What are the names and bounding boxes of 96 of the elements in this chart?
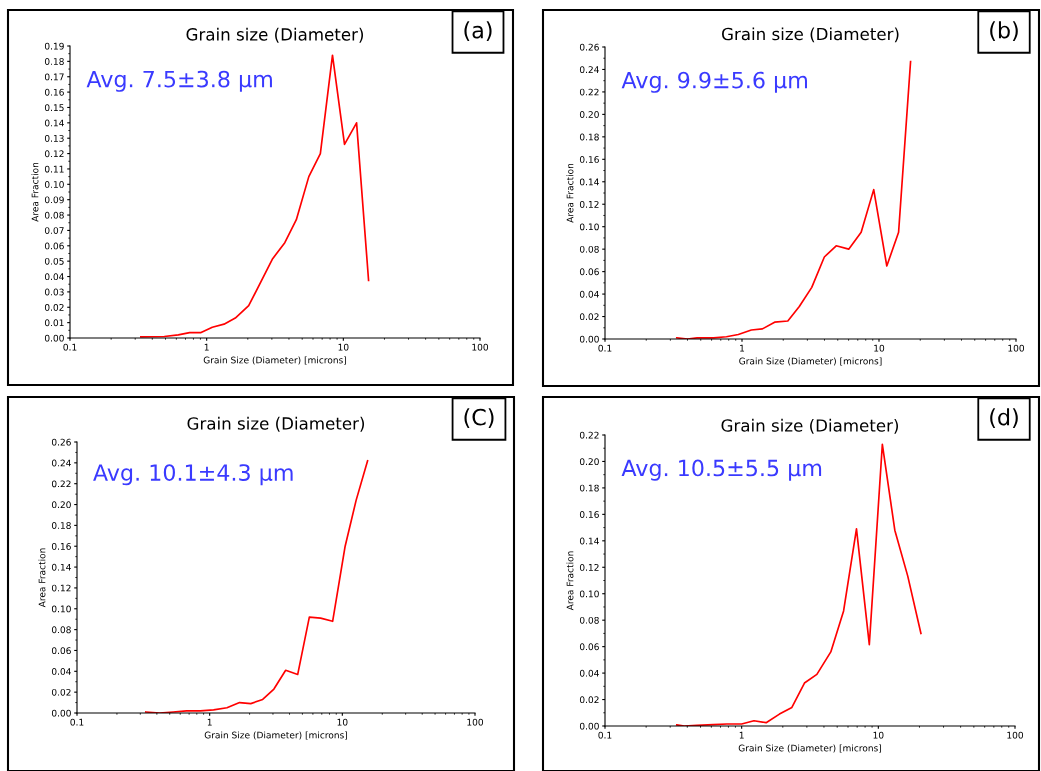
x-axis-title: Grain Size (Diameter) [microns]	[739, 357, 882, 366]
y-tick-label: 0.17	[44, 73, 64, 81]
x-tick-label: 0.1	[598, 731, 612, 739]
x-tick-label: 100	[1007, 731, 1024, 739]
y-tick-label: 0.06	[44, 242, 64, 250]
y-axis-title: Area Fraction	[566, 163, 574, 223]
y-tick-label: 0.02	[579, 696, 599, 704]
text: (a)	[464, 21, 492, 42]
y-tick-label: 0.08	[579, 245, 599, 253]
y-tick-label: 0.13	[44, 134, 64, 142]
y-tick-label: 0.26	[579, 43, 599, 51]
y-tick-label: 0.12	[579, 564, 599, 571]
y-tick-label: 0.06	[51, 647, 71, 655]
y-tick-label: 0.03	[44, 288, 64, 296]
y-tick-label: 0.04	[44, 273, 64, 281]
y-tick-label: 0.10	[579, 223, 599, 231]
annotation: Avg. 9.9±5.6 µm	[621, 71, 807, 93]
x-axis-title: Grain Size (Diameter) [microns]	[738, 744, 882, 753]
text: (b)	[990, 21, 1018, 42]
x-tick-label: 10	[337, 718, 348, 726]
y-tick-label: 0.01	[44, 319, 64, 327]
y-tick-label: 0.20	[51, 501, 71, 509]
y-tick-label: 0.15	[44, 104, 64, 112]
y-tick-label: 0.20	[579, 111, 599, 118]
y-tick-label: 0.16	[51, 542, 71, 550]
y-tick-label: 0.16	[579, 156, 599, 163]
y-tick-label: 0.18	[579, 133, 599, 141]
y-tick-label: 0.00	[51, 709, 71, 717]
y-tick-label: 0.14	[579, 537, 599, 545]
y-tick-label: 0.22	[51, 480, 71, 488]
y-tick-label: 0.14	[44, 119, 64, 127]
y-tick-label: 0.12	[44, 150, 64, 158]
y-tick-label: 0.06	[579, 268, 599, 276]
y-tick-label: 0.22	[579, 431, 599, 439]
x-tick-label: 10	[874, 344, 885, 352]
x-tick-label: 100	[472, 343, 489, 351]
y-tick-label: 0.16	[44, 88, 64, 96]
y-tick-label: 0.08	[579, 616, 599, 624]
y-tick-label: 0.19	[44, 42, 64, 50]
y-tick-label: 0.04	[579, 669, 599, 677]
y-tick-label: 0.02	[44, 303, 64, 311]
x-axis-title: Grain Size (Diameter) [microns]	[204, 731, 348, 740]
y-tick-label: 0.16	[579, 511, 599, 518]
x-tick-label: 0.1	[63, 343, 77, 351]
y-tick-label: 0.10	[44, 181, 64, 188]
x-tick-label: 10	[873, 731, 884, 739]
y-axis-title: Area Fraction	[38, 548, 46, 608]
y-tick-label: 0.00	[579, 722, 599, 730]
text: (C)	[464, 408, 494, 429]
chart-title: Grain size (Diameter)	[187, 416, 365, 432]
y-tick-label: 0.14	[579, 178, 599, 186]
text: (d)	[990, 408, 1018, 429]
y-tick-label: 0.05	[44, 257, 64, 265]
y-tick-label: 0.10	[579, 590, 599, 598]
x-tick-label: 100	[467, 718, 484, 726]
annotation: Avg. 10.5±5.5 µm	[621, 459, 822, 481]
y-tick-label: 0.06	[579, 643, 599, 651]
x-tick-label: 0.1	[70, 718, 84, 726]
y-tick-label: 0.24	[579, 66, 599, 74]
y-tick-label: 0.18	[51, 522, 71, 529]
x-tick-label: 10	[338, 343, 349, 351]
x-tick-label: 1	[739, 731, 744, 739]
y-tick-label: 0.12	[51, 584, 71, 592]
y-tick-label: 0.22	[579, 88, 599, 96]
y-tick-label: 0.02	[579, 313, 599, 321]
y-tick-label: 0.11	[44, 165, 64, 173]
annotation: Avg. 7.5±3.8 µm	[86, 70, 272, 92]
y-tick-label: 0.00	[44, 334, 64, 342]
x-tick-label: 100	[1008, 344, 1025, 352]
y-tick-label: 0.08	[44, 211, 64, 219]
y-tick-label: 0.26	[51, 438, 71, 446]
x-axis-title: Grain Size (Diameter) [microns]	[203, 356, 347, 365]
x-tick-label: 1	[204, 343, 209, 351]
y-tick-label: 0.07	[44, 227, 64, 234]
chart-title: Grain size (Diameter)	[721, 27, 899, 43]
x-tick-label: 1	[207, 718, 212, 726]
y-tick-label: 0.09	[44, 196, 64, 204]
x-tick-label: 0.1	[598, 344, 612, 352]
y-tick-label: 0.04	[579, 290, 599, 298]
annotation: Avg. 10.1±4.3 µm	[93, 464, 293, 486]
y-tick-label: 0.24	[51, 459, 71, 467]
y-tick-label: 0.18	[579, 484, 599, 492]
y-tick-label: 0.12	[579, 200, 599, 208]
x-tick-label: 1	[740, 344, 745, 352]
y-tick-label: 0.08	[51, 626, 71, 634]
y-tick-label: 0.02	[51, 688, 71, 696]
y-tick-label: 0.04	[51, 668, 71, 675]
y-tick-label: 0.20	[579, 458, 599, 466]
y-tick-label: 0.18	[44, 58, 64, 65]
y-tick-label: 0.10	[51, 605, 71, 613]
chart-title: Grain size (Diameter)	[721, 418, 899, 434]
y-tick-label: 0.00	[579, 335, 599, 343]
y-axis-title: Area Fraction	[566, 551, 574, 611]
chart-title: Grain size (Diameter)	[186, 27, 364, 43]
y-tick-label: 0.14	[51, 563, 71, 571]
y-axis-title: Area Fraction	[31, 162, 39, 222]
